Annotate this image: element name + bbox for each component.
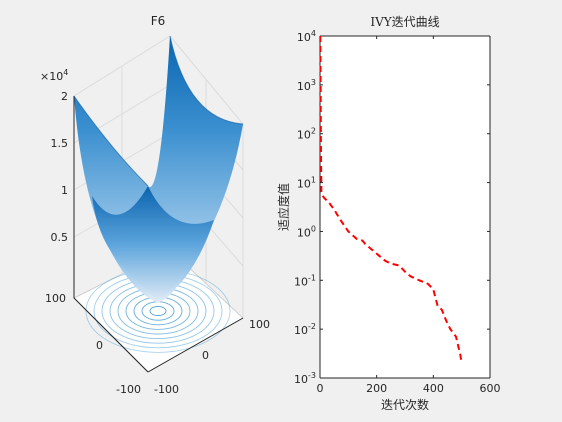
x-ticks: -100 0 100 <box>154 318 270 396</box>
x-tick-label: -100 <box>154 383 179 396</box>
surface-mesh <box>73 35 244 303</box>
y-tick-label: 0 <box>96 339 103 352</box>
contour-ring <box>149 305 167 317</box>
surface-plot: F6 ×104 2 1.5 1 0.5 100 0 -100 -100 0 10… <box>40 14 270 396</box>
y-axis-line <box>73 297 149 373</box>
x-tick-label: 200 <box>366 382 387 395</box>
z-tick-label: 1.5 <box>51 137 69 150</box>
x-tick-label: 400 <box>423 382 444 395</box>
z-tick-label: 1 <box>61 184 68 197</box>
z-tick-label: 2 <box>61 90 68 103</box>
y-tick-label: 10-3 <box>294 371 316 386</box>
y-tick-label: 100 <box>45 292 66 305</box>
x-tick-label: 100 <box>249 318 270 331</box>
x-axis-label: 迭代次数 <box>381 397 429 412</box>
series-line-ivy <box>319 35 463 364</box>
surface-ridge-left <box>73 95 149 187</box>
surface-ridge-right <box>169 35 244 125</box>
y-tick-label: -100 <box>116 383 141 396</box>
y-tick-label: 101 <box>297 176 316 191</box>
y-tick-labels: 10-3 10-2 10-1 100 101 102 103 104 <box>294 29 316 386</box>
y-tick-label: 104 <box>297 29 316 44</box>
y-axis-label: 适应度值 <box>276 183 291 231</box>
y-ticks: 100 0 -100 <box>45 292 141 396</box>
z-exponent-label: ×104 <box>40 68 68 83</box>
y-tick-label: 103 <box>297 78 316 93</box>
x-axis-line <box>147 317 244 373</box>
y-tick-label: 102 <box>297 127 316 142</box>
z-ticks: 2 1.5 1 0.5 <box>51 90 69 244</box>
line-plot: 10-3 10-2 10-1 100 101 102 103 104 0 200 400 600 I… <box>276 15 501 412</box>
plot-area <box>320 36 490 378</box>
y-tick-label: 10-2 <box>294 322 316 337</box>
x-tick-label: 0 <box>202 349 209 362</box>
y-tick-label: 100 <box>297 224 316 239</box>
surface-title: F6 <box>151 14 166 28</box>
line-plot-title: IVY迭代曲线 <box>370 15 439 29</box>
z-tick-label: 0.5 <box>51 231 69 244</box>
x-tick-label: 600 <box>480 382 501 395</box>
x-tick-label: 0 <box>317 382 324 395</box>
x-tick-labels: 0 200 400 600 <box>317 382 501 395</box>
surface-inner-sheet <box>92 186 214 300</box>
y-tick-label: 10-1 <box>294 273 316 288</box>
